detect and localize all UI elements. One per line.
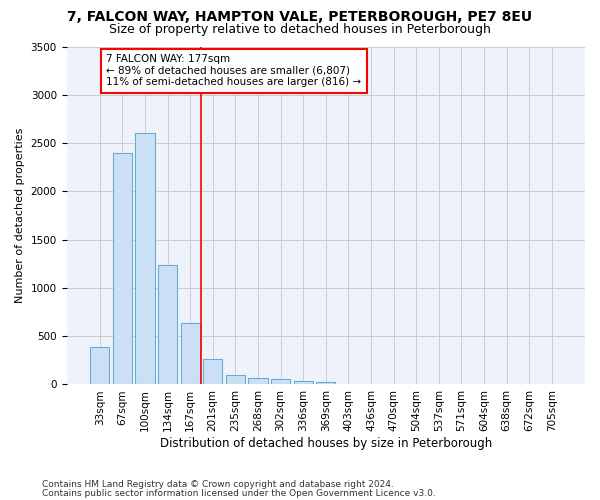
Bar [90,347,109,385]
Bar [113,152,132,384]
Bar [203,360,223,384]
Bar [248,378,268,384]
Bar [271,379,290,384]
Bar [136,134,155,384]
Text: Contains public sector information licensed under the Open Government Licence v3: Contains public sector information licen… [42,489,436,498]
Y-axis label: Number of detached properties: Number of detached properties [15,128,25,303]
Text: 7, FALCON WAY, HAMPTON VALE, PETERBOROUGH, PE7 8EU: 7, FALCON WAY, HAMPTON VALE, PETERBOROUG… [67,10,533,24]
Bar [158,264,177,384]
X-axis label: Distribution of detached houses by size in Peterborough: Distribution of detached houses by size … [160,437,492,450]
Bar [226,375,245,384]
Bar [293,380,313,384]
Bar [181,322,200,384]
Bar [316,382,335,384]
Text: Size of property relative to detached houses in Peterborough: Size of property relative to detached ho… [109,22,491,36]
Text: Contains HM Land Registry data © Crown copyright and database right 2024.: Contains HM Land Registry data © Crown c… [42,480,394,489]
Text: 7 FALCON WAY: 177sqm
← 89% of detached houses are smaller (6,807)
11% of semi-de: 7 FALCON WAY: 177sqm ← 89% of detached h… [106,54,362,88]
